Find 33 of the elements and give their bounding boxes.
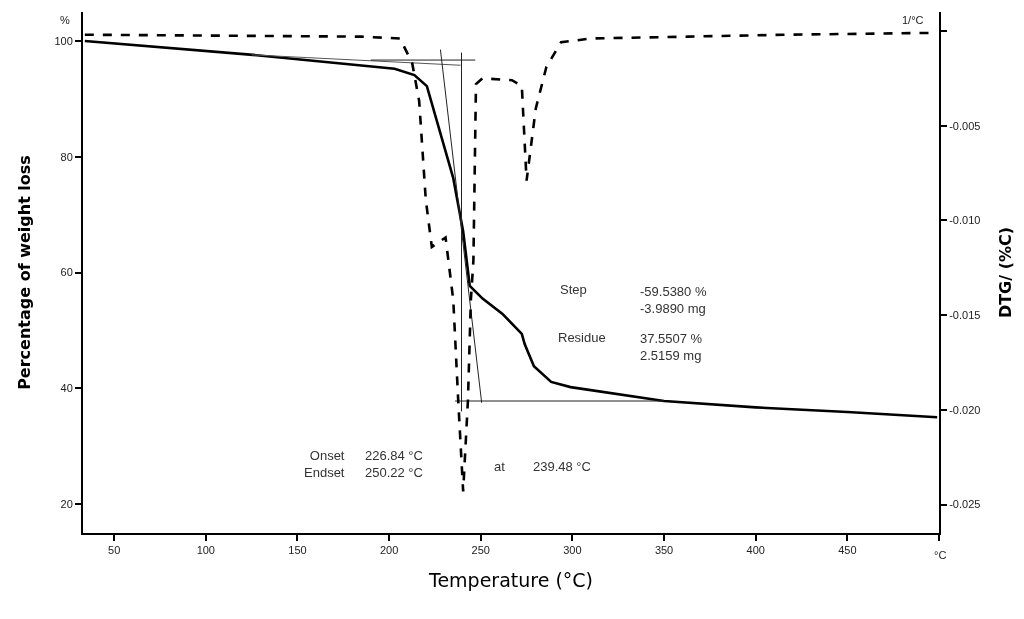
annotation: Step <box>560 282 587 297</box>
x-tick-label: 400 <box>746 544 765 557</box>
x-tick-label: 350 <box>654 544 674 557</box>
y-tick-label: 20 <box>60 497 73 510</box>
x-tick-label: 250 <box>471 544 490 557</box>
y-tick-label: 40 <box>60 382 73 395</box>
annotation: 239.48 °C <box>533 459 591 474</box>
x-axis-title: Temperature (°C) <box>428 568 593 591</box>
y-tick-label: 60 <box>60 266 73 279</box>
y2-tick-label: -0.010 <box>949 214 981 227</box>
annotation: -59.5380 % -3.9890 mg <box>640 284 707 316</box>
annotation: 37.5507 % 2.5159 mg <box>640 331 703 363</box>
x-tick-label: 450 <box>838 544 857 557</box>
x-tick-label: 100 <box>196 544 215 557</box>
annotation: Residue <box>558 330 606 345</box>
x-tick-label: 50 <box>108 544 121 557</box>
y2-tick-label: -0.020 <box>949 403 981 416</box>
y2-axis-title: DTG/ (%C) <box>995 226 1015 319</box>
x-tick-label: 300 <box>563 544 582 557</box>
y-tick-label: 100 <box>54 34 73 47</box>
annotation: Onset Endset <box>304 448 345 480</box>
y-tick-label: 80 <box>60 150 73 163</box>
annotation: 1/°C <box>902 14 924 26</box>
y2-tick-label: -0.005 <box>949 119 981 132</box>
x-tick-label: 200 <box>379 544 399 557</box>
text: °C <box>934 549 947 561</box>
x-tick-label: 150 <box>288 544 307 557</box>
y2-tick-label: -0.015 <box>949 308 981 321</box>
annotation: at <box>494 459 506 474</box>
y-axis-title: Percentage of weight loss <box>14 155 34 390</box>
y2-tick-label: -0.025 <box>949 498 981 511</box>
annotation: 226.84 °C 250.22 °C <box>365 448 423 480</box>
text: % <box>60 14 70 26</box>
